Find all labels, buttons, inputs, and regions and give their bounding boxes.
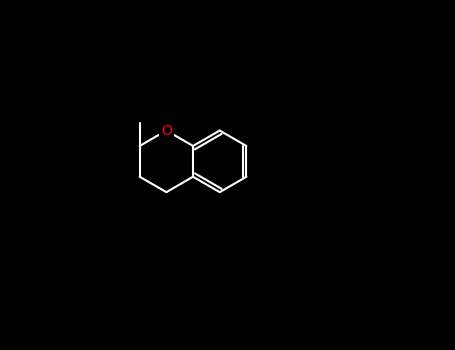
Text: O: O	[161, 124, 172, 138]
